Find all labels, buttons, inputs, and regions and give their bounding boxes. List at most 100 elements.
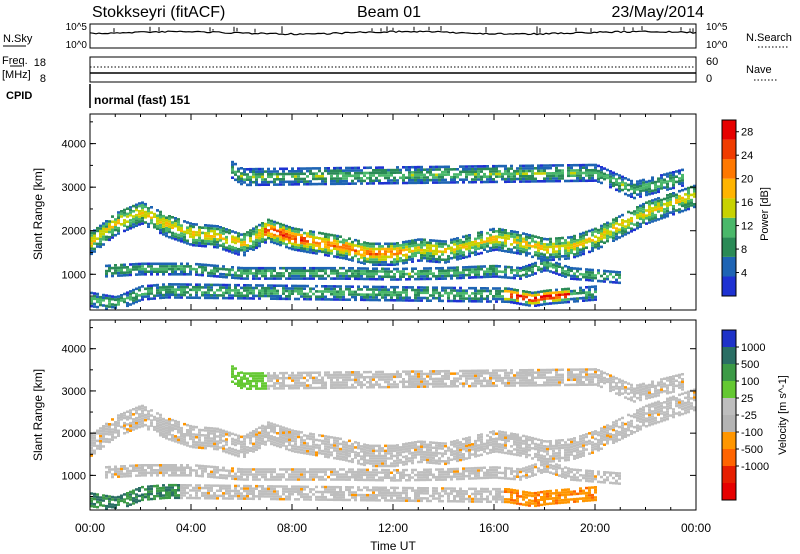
power-cell [273,178,276,181]
velocity-cell [207,491,210,495]
power-cell [339,295,342,299]
power-cell [531,177,534,181]
velocity-cell [297,473,300,476]
velocity-cell [204,429,207,432]
power-cell [267,172,270,176]
power-cell [516,238,519,242]
velocity-cell [261,374,264,378]
power-cell [294,180,297,183]
velocity-cell [117,421,120,425]
power-cell [564,293,567,296]
power-cell [669,203,672,207]
power-cell [489,264,492,268]
power-cell [396,262,399,266]
power-cell [375,247,378,251]
power-cell [132,220,135,224]
power-cell [666,183,669,186]
velocity-cell [240,494,243,498]
power-cell [504,234,507,237]
power-cell [552,296,555,300]
power-cell [516,241,519,245]
power-cell [198,228,201,232]
velocity-cell [180,496,183,500]
power-cell [102,299,105,302]
power-cell [558,257,561,261]
power-cell [285,297,288,301]
power-cell [375,166,378,169]
power-cell [318,237,321,240]
velocity-cell [300,431,303,434]
power-cell [438,168,441,171]
power-cell [399,275,402,279]
power-cell [660,203,663,207]
power-cell [534,294,537,297]
power-cell [297,177,300,181]
power-cell [258,231,261,235]
power-cell [276,237,279,240]
power-cell [429,168,432,171]
power-cell [435,247,438,250]
power-cell [234,241,237,245]
power-cell [558,293,561,297]
power-cell [408,277,411,281]
velocity-cell [162,417,165,421]
power-cell [564,300,567,304]
power-cell [387,171,390,174]
power-cell [282,242,285,245]
velocity-cell [138,469,141,472]
power-cell [519,239,522,242]
power-cell [129,206,132,209]
power-cell [306,242,309,246]
power-cell [189,273,192,276]
power-cell [468,265,471,269]
power-cell [633,183,636,187]
power-cell [123,208,126,212]
power-cell [642,186,645,190]
power-cell [537,251,540,255]
power-cell [147,207,150,210]
velocity-cell [144,423,147,427]
power-cell [255,180,258,184]
power-cell [282,172,285,176]
power-cell [396,168,399,172]
power-cell [135,298,138,301]
power-cell [96,237,99,240]
velocity-cell [135,495,138,499]
power-cell [594,274,597,277]
power-cell [540,242,543,245]
power-cell [579,272,582,276]
power-cell [417,243,420,247]
power-cell [645,188,648,191]
power-cell [183,285,186,289]
velocity-cell [216,471,219,474]
power-cell [507,180,510,183]
power-cell [405,291,408,294]
velocity-cell [225,433,228,436]
power-cell [291,247,294,251]
power-cell [126,212,129,216]
power-cell [99,242,102,246]
power-cell [669,187,672,190]
power-cell [528,167,531,170]
power-cell [276,277,279,280]
power-cell [234,271,237,275]
power-cell [264,269,267,273]
power-cell [417,294,420,297]
power-cell [672,178,675,182]
power-cell [354,244,357,247]
power-cell [192,243,195,247]
power-cell [441,165,444,169]
velocity-cell [123,411,126,415]
power-cell [150,284,153,287]
power-cell [636,182,639,186]
power-cell [213,237,216,241]
power-cell [639,225,642,228]
power-cell [177,236,180,239]
power-cell [552,291,555,295]
power-cell [432,252,435,255]
power-cell [405,166,408,169]
power-cell [411,176,414,179]
power-cell [381,166,384,169]
power-cell [261,272,264,275]
power-cell [546,251,549,254]
